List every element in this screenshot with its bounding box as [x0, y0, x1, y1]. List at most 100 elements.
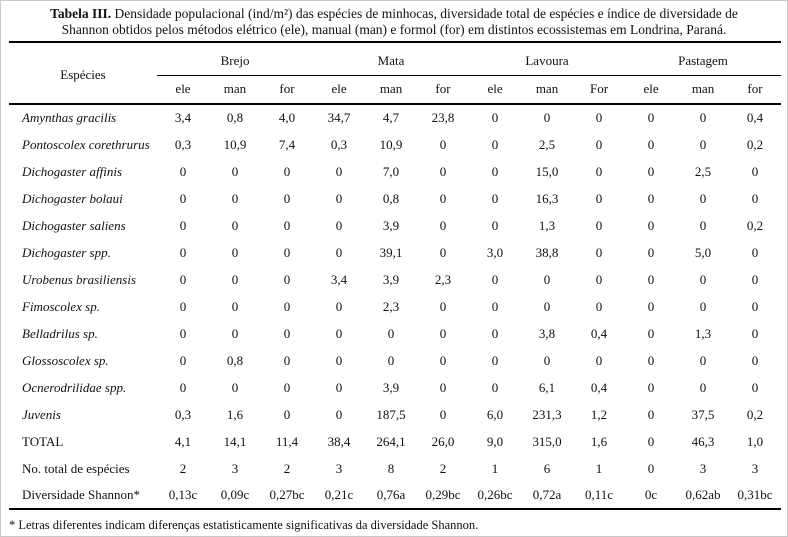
- table-row: Pontoscolex corethrurus 0,3 10,9 7,4 0,3 10,9…: [9, 131, 781, 158]
- species-name: Dichogaster spp.: [22, 244, 111, 260]
- value-cell: 3,4: [174, 110, 192, 125]
- value-cell: 0: [543, 110, 551, 125]
- table-row: TOTAL 4,1 14,1 11,4 38,4 264,1 26,0 9,0 315,0 1,6…: [9, 428, 781, 455]
- value-cell: 0: [283, 379, 291, 395]
- value-cell: 0: [231, 271, 239, 287]
- value-cell: 0,72a: [532, 487, 562, 502]
- value-cell: 0: [595, 190, 603, 206]
- value-cell: 1,6: [226, 406, 244, 422]
- table-row: Dichogaster affinis 0 0 0 0 7,0 0 0 15,0 0 0 2,5 0: [9, 158, 781, 185]
- method-header-pastagem-man: man: [677, 75, 730, 105]
- value-cell: 2: [283, 460, 291, 476]
- value-cell: 0: [179, 271, 187, 287]
- value-cell: 0: [647, 433, 655, 449]
- value-cell: 0: [387, 325, 395, 341]
- value-cell: 3,8: [538, 325, 556, 341]
- value-cell: 264,1: [376, 433, 406, 449]
- value-cell: 0: [647, 217, 655, 233]
- value-cell: 0,8: [226, 352, 244, 368]
- value-cell: 0: [439, 244, 447, 260]
- value-cell: 0: [335, 352, 343, 368]
- value-cell: 0: [699, 271, 707, 287]
- species-name: Amynthas gracilis: [22, 110, 117, 125]
- species-name: No. total de espécies: [22, 460, 130, 476]
- value-cell: 0: [595, 110, 603, 125]
- value-cell: 0: [335, 244, 343, 260]
- value-cell: 3,9: [382, 379, 400, 395]
- value-cell: 2: [439, 460, 447, 476]
- value-cell: 0: [179, 379, 187, 395]
- value-cell: 2,3: [434, 271, 452, 287]
- value-cell: 3: [335, 460, 343, 476]
- species-name: Pontoscolex corethrurus: [22, 136, 150, 152]
- value-cell: 0: [699, 136, 707, 152]
- table-row: Urobenus brasiliensis 0 0 0 3,4 3,9 2,3 0 0 0 0 0 0: [9, 266, 781, 293]
- species-name: Diversidade Shannon*: [22, 487, 141, 502]
- value-cell: 0: [595, 298, 603, 314]
- value-cell: 0: [439, 325, 447, 341]
- value-cell: 0: [335, 298, 343, 314]
- method-header-brejo-ele: ele: [157, 75, 209, 105]
- table-body: Amynthas gracilis 3,4 0,8 4,0 34,7 4,7 23,8 0 0 0…: [9, 104, 781, 509]
- value-cell: 38,4: [327, 433, 351, 449]
- value-cell: 231,3: [532, 406, 562, 422]
- table-row: Dichogaster saliens 0 0 0 0 3,9 0 0 1,3 0 0 0 0,2: [9, 212, 781, 239]
- column-header-especies: Espécies: [9, 42, 157, 105]
- value-cell: 1,3: [538, 217, 556, 233]
- value-cell: 0,2: [746, 406, 764, 422]
- species-name: Dichogaster saliens: [22, 217, 126, 233]
- value-cell: 0,29bc: [425, 487, 461, 502]
- value-cell: 0,2: [746, 136, 764, 152]
- value-cell: 0: [439, 298, 447, 314]
- value-cell: 0: [647, 298, 655, 314]
- value-cell: 0: [283, 406, 291, 422]
- value-cell: 2,5: [694, 163, 712, 179]
- value-cell: 315,0: [532, 433, 562, 449]
- value-cell: 26,0: [431, 433, 455, 449]
- table-caption-text: Densidade populacional (ind/m²) das espé…: [61, 6, 738, 37]
- value-cell: 0: [543, 352, 551, 368]
- value-cell: 37,5: [691, 406, 715, 422]
- value-cell: 0: [283, 163, 291, 179]
- value-cell: 0: [699, 352, 707, 368]
- value-cell: 0: [699, 190, 707, 206]
- value-cell: 0: [595, 217, 603, 233]
- method-header-mata-for: for: [417, 75, 470, 105]
- value-cell: 0: [439, 406, 447, 422]
- value-cell: 0: [231, 379, 239, 395]
- value-cell: 0: [647, 352, 655, 368]
- value-cell: 0: [283, 298, 291, 314]
- value-cell: 6,1: [538, 379, 556, 395]
- value-cell: 0,4: [590, 325, 608, 341]
- value-cell: 3,4: [330, 271, 348, 287]
- value-cell: 0: [647, 325, 655, 341]
- value-cell: 6,0: [486, 406, 504, 422]
- value-cell: 0,21c: [324, 487, 354, 502]
- value-cell: 0: [595, 244, 603, 260]
- value-cell: 0: [283, 217, 291, 233]
- value-cell: 0,09c: [220, 487, 250, 502]
- value-cell: 0: [647, 244, 655, 260]
- value-cell: 0: [387, 352, 395, 368]
- value-cell: 0: [595, 163, 603, 179]
- value-cell: 0: [699, 217, 707, 233]
- method-header-lavoura-for: For: [573, 75, 626, 105]
- value-cell: 0: [491, 271, 499, 287]
- value-cell: 10,9: [379, 136, 403, 152]
- value-cell: 0: [439, 217, 447, 233]
- value-cell: 16,3: [535, 190, 559, 206]
- value-cell: 1,6: [590, 433, 608, 449]
- method-header-brejo-man: man: [209, 75, 261, 105]
- method-header-mata-ele: ele: [313, 75, 366, 105]
- value-cell: 39,1: [379, 244, 403, 260]
- value-cell: 0,2: [746, 217, 764, 233]
- value-cell: 0: [699, 110, 707, 125]
- value-cell: 3,9: [382, 217, 400, 233]
- table-caption-label: Tabela III.: [50, 6, 112, 21]
- value-cell: 0,13c: [168, 487, 198, 502]
- value-cell: 0: [283, 325, 291, 341]
- value-cell: 0: [647, 163, 655, 179]
- value-cell: 1,3: [694, 325, 712, 341]
- value-cell: 187,5: [376, 406, 406, 422]
- value-cell: 0: [179, 298, 187, 314]
